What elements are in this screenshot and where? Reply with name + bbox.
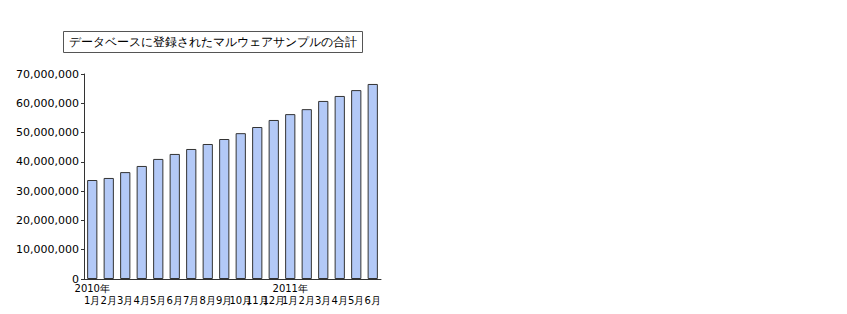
svg-text:20,000,000: 20,000,000 xyxy=(16,214,79,227)
svg-text:データベースに登録されたマルウェアサンプルの合計: データベースに登録されたマルウェアサンプルの合計 xyxy=(69,35,357,49)
svg-text:6月: 6月 xyxy=(167,295,183,306)
svg-text:7月: 7月 xyxy=(183,295,199,306)
svg-text:12月: 12月 xyxy=(262,294,286,306)
svg-text:3月: 3月 xyxy=(315,295,331,306)
svg-text:2011年: 2011年 xyxy=(273,283,308,294)
svg-text:4月: 4月 xyxy=(332,295,348,306)
svg-text:2月: 2月 xyxy=(101,295,117,306)
svg-text:5月: 5月 xyxy=(348,295,364,306)
svg-text:9月: 9月 xyxy=(216,294,233,306)
svg-text:3月: 3月 xyxy=(117,295,133,306)
svg-text:10,000,000: 10,000,000 xyxy=(16,243,79,256)
svg-text:5月: 5月 xyxy=(150,295,166,306)
svg-text:1月: 1月 xyxy=(84,295,100,306)
svg-text:2月: 2月 xyxy=(299,295,315,306)
svg-text:10月: 10月 xyxy=(229,294,253,306)
svg-text:11月: 11月 xyxy=(245,294,269,306)
svg-text:50,000,000: 50,000,000 xyxy=(16,126,79,139)
svg-text:8月: 8月 xyxy=(200,295,216,306)
svg-text:2010年: 2010年 xyxy=(75,283,110,294)
svg-text:6月: 6月 xyxy=(365,295,381,306)
svg-text:70,000,000: 70,000,000 xyxy=(16,68,79,81)
svg-text:1月: 1月 xyxy=(282,295,298,306)
svg-text:0: 0 xyxy=(72,272,79,286)
svg-text:40,000,000: 40,000,000 xyxy=(16,155,79,168)
svg-text:4月: 4月 xyxy=(134,295,150,306)
svg-text:30,000,000: 30,000,000 xyxy=(16,185,79,198)
svg-text:60,000,000: 60,000,000 xyxy=(16,97,79,110)
